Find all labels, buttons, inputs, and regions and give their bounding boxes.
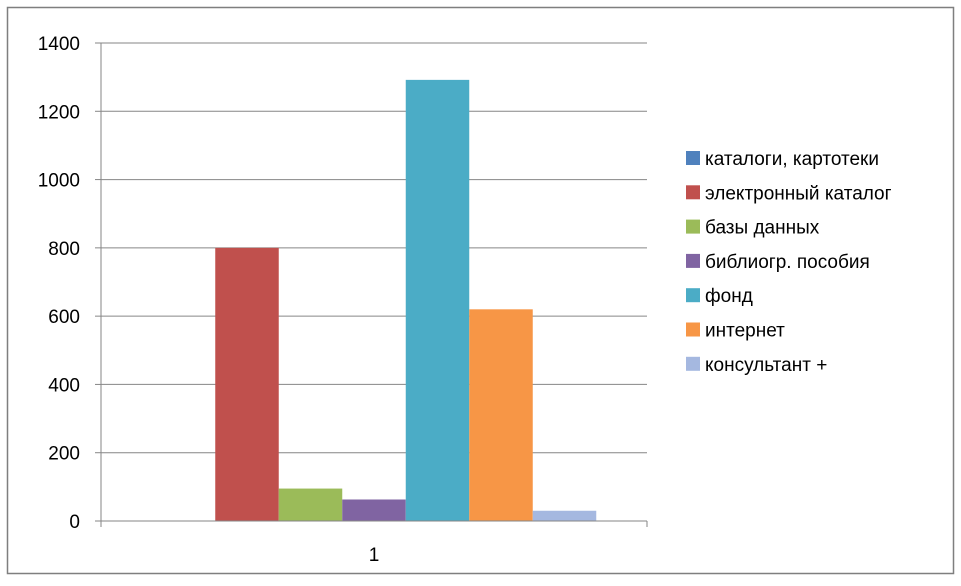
bar xyxy=(215,247,279,521)
x-tick-label: 1 xyxy=(369,545,380,566)
bar xyxy=(278,488,343,521)
gridlines xyxy=(101,42,647,454)
legend-label: консультант + xyxy=(705,355,827,376)
legend-swatch xyxy=(686,151,700,165)
bars xyxy=(215,79,597,522)
y-tick-label: 1000 xyxy=(38,171,80,192)
y-tick-label: 0 xyxy=(69,512,80,533)
y-tick-label: 600 xyxy=(48,307,80,328)
y-tick-label: 1400 xyxy=(38,34,80,55)
legend-swatch xyxy=(686,219,700,234)
legend-label: интернет xyxy=(705,321,785,342)
legend-label: базы данных xyxy=(705,218,820,239)
legend-swatch xyxy=(686,356,700,371)
bar xyxy=(342,499,406,521)
legend-swatch xyxy=(686,322,700,337)
bar xyxy=(405,79,470,522)
y-tick-label: 1200 xyxy=(38,102,80,123)
legend-swatch xyxy=(686,288,700,303)
bar xyxy=(532,510,597,521)
legend-label: библиогр. пособия xyxy=(705,252,870,273)
bar xyxy=(469,309,533,521)
axes: 0 200 400 600 800 1000 1200 1400 1 xyxy=(38,34,648,566)
legend-label: электронный каталог xyxy=(705,183,892,204)
legend-swatch xyxy=(686,253,700,268)
y-tick-label: 400 xyxy=(48,375,80,396)
y-tick-label: 200 xyxy=(48,444,80,465)
legend-swatch xyxy=(686,185,700,200)
legend: каталоги, картотеки электронный каталог ба… xyxy=(686,149,892,376)
legend-label: фонд xyxy=(705,286,753,307)
legend-label: каталоги, картотеки xyxy=(705,149,879,170)
y-tick-label: 800 xyxy=(48,239,80,260)
